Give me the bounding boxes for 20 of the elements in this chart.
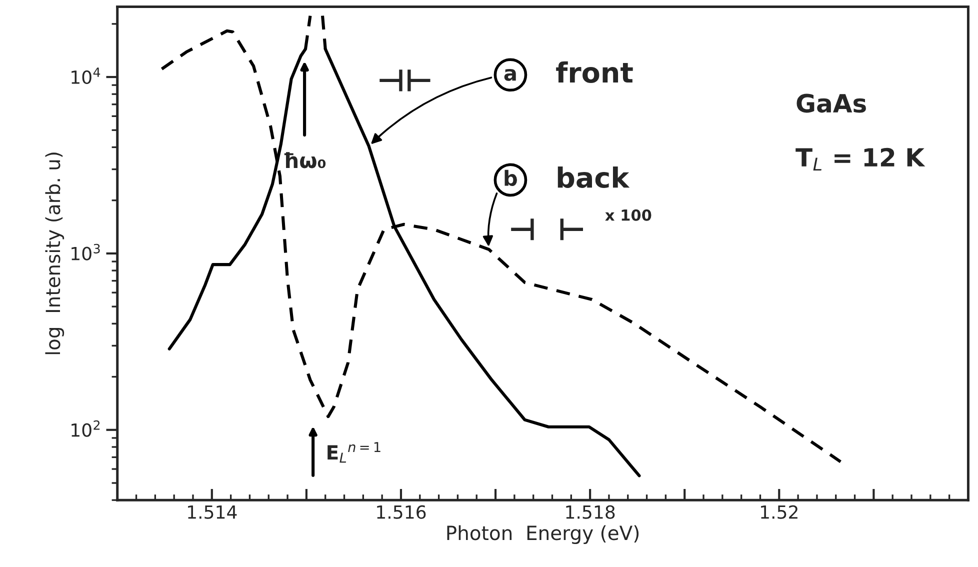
annotation: ħω₀ [284, 152, 326, 168]
x-axis-title: Photon Energy (eV) [447, 525, 639, 544]
annotation: ⊣ ⊢ [511, 218, 583, 240]
annotation: E$_{L}$$^{n=1}$ [328, 442, 380, 463]
y-axis-title: log Intensity (arb. u) [45, 152, 64, 354]
annotation: x 100 [605, 209, 652, 221]
x-tick-label: 1.516 [377, 505, 426, 519]
annotation: ⊣⊢ [380, 70, 430, 92]
x-tick-label: 1.518 [566, 505, 615, 519]
x-tick-label: 1.514 [188, 506, 237, 519]
y-tick-label: 10$^{2}$ [72, 420, 100, 437]
annotation: back [558, 166, 630, 188]
annotation: GaAs [796, 94, 866, 113]
annotation: b [504, 170, 517, 186]
annotation: front [556, 61, 633, 83]
annotation: T$_{L}$ = 12 K [796, 148, 926, 171]
annotation: a [504, 68, 516, 81]
y-tick-label: 10$^{3}$ [72, 244, 100, 260]
y-tick-label: 10$^{4}$ [72, 68, 100, 84]
x-tick-label: 1.52 [761, 505, 798, 519]
